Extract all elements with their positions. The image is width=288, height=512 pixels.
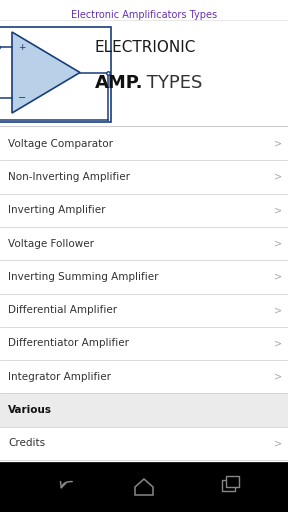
- Bar: [0, 462, 288, 512]
- Text: >: >: [274, 205, 282, 215]
- Text: >: >: [274, 272, 282, 282]
- Text: AMP.: AMP.: [95, 74, 143, 92]
- Text: Differentiator Amplifier: Differentiator Amplifier: [8, 338, 129, 349]
- Text: Inverting Summing Amplifier: Inverting Summing Amplifier: [8, 272, 158, 282]
- Text: Voltage Follower: Voltage Follower: [8, 239, 94, 248]
- Text: >: >: [274, 438, 282, 449]
- Text: >: >: [274, 305, 282, 315]
- Bar: [0, 393, 288, 426]
- Text: Inverting Amplifier: Inverting Amplifier: [8, 205, 105, 215]
- Text: −: −: [18, 93, 26, 102]
- Text: >: >: [274, 239, 282, 248]
- Text: TYPES: TYPES: [141, 74, 202, 92]
- Bar: [222, 480, 235, 491]
- Text: Various: Various: [8, 405, 52, 415]
- Text: Differential Amplifier: Differential Amplifier: [8, 305, 117, 315]
- Polygon shape: [12, 32, 80, 113]
- Text: >: >: [274, 372, 282, 382]
- Bar: [226, 476, 239, 487]
- Text: +: +: [18, 43, 26, 52]
- Text: Credits: Credits: [8, 438, 45, 449]
- Text: >: >: [274, 172, 282, 182]
- Text: >: >: [274, 338, 282, 349]
- Text: Integrator Amplifier: Integrator Amplifier: [8, 372, 111, 382]
- Text: >: >: [274, 139, 282, 148]
- Text: Electronic Amplificators Types: Electronic Amplificators Types: [71, 10, 217, 20]
- Text: Non-Inverting Amplifier: Non-Inverting Amplifier: [8, 172, 130, 182]
- Text: ELECTRIONIC: ELECTRIONIC: [95, 40, 196, 55]
- Text: Voltage Comparator: Voltage Comparator: [8, 139, 113, 148]
